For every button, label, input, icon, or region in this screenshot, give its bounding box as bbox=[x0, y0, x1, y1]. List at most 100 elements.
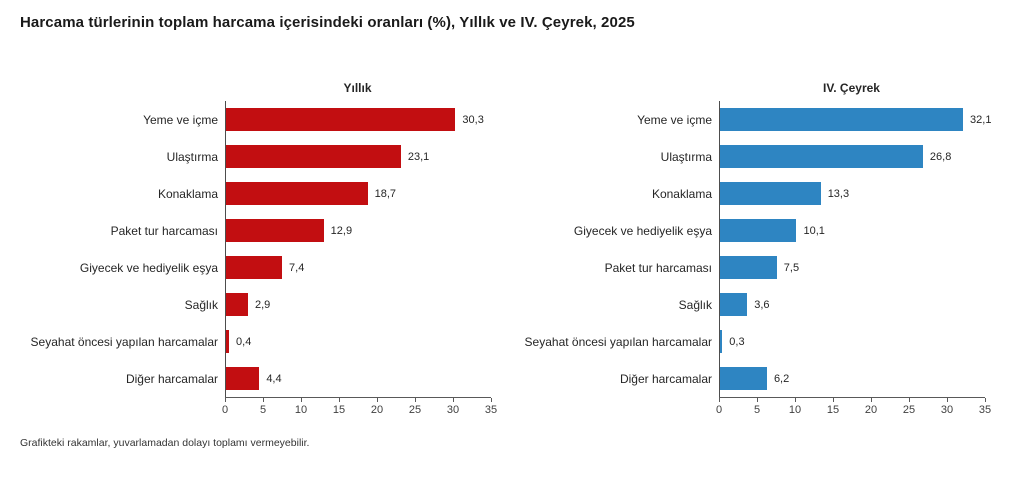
x-tick-label: 30 bbox=[940, 404, 954, 416]
bar-row: Diğer harcamalar 6,2 bbox=[519, 360, 985, 397]
bar bbox=[226, 293, 248, 316]
bar bbox=[720, 108, 964, 131]
bar-row: Sağlık 2,9 bbox=[25, 286, 491, 323]
bar-row: Seyahat öncesi yapılan harcamalar 0,4 bbox=[25, 323, 491, 360]
value-label: 18,7 bbox=[374, 187, 396, 200]
page-title: Harcama türlerinin toplam harcama içeris… bbox=[20, 14, 635, 31]
x-tick bbox=[225, 398, 226, 402]
bar-row: Yeme ve içme 30,3 bbox=[25, 101, 491, 138]
quarter-chart-title: IV. Çeyrek bbox=[823, 81, 880, 95]
x-tick-label: 20 bbox=[864, 404, 878, 416]
annual-chart: Yıllık Yeme ve içme 30,3 Ulaştırma 23,1 Kona… bbox=[25, 81, 498, 419]
bar-area: 26,8 bbox=[719, 138, 985, 175]
bar-row: Ulaştırma 26,8 bbox=[519, 138, 985, 175]
bar bbox=[720, 293, 748, 316]
bar-area: 4,4 bbox=[225, 360, 491, 397]
footnote: Grafikteki rakamlar, yuvarlamadan dolayı… bbox=[20, 437, 310, 449]
category-label: Diğer harcamalar bbox=[125, 371, 218, 386]
bar-row: Ulaştırma 23,1 bbox=[25, 138, 491, 175]
category-label: Yeme ve içme bbox=[143, 112, 218, 127]
category-label: Ulaştırma bbox=[166, 149, 218, 164]
bar-row: Paket tur harcaması 7,5 bbox=[519, 249, 985, 286]
bar-area: 13,3 bbox=[719, 175, 985, 212]
x-tick-label: 25 bbox=[902, 404, 916, 416]
value-label: 10,1 bbox=[803, 224, 825, 237]
x-tick bbox=[947, 398, 948, 402]
x-tick bbox=[719, 398, 720, 402]
x-tick-label: 15 bbox=[826, 404, 840, 416]
x-tick-label: 35 bbox=[978, 404, 992, 416]
bar bbox=[720, 330, 723, 353]
value-label: 12,9 bbox=[330, 224, 353, 237]
bar-area: 23,1 bbox=[225, 138, 491, 175]
bar bbox=[226, 108, 456, 131]
value-label: 0,4 bbox=[236, 335, 252, 348]
quarter-chart-x-axis: 0 5 10 15 20 25 30 35 bbox=[715, 397, 991, 419]
value-label: 4,4 bbox=[266, 372, 282, 385]
value-label: 2,9 bbox=[254, 298, 271, 311]
category-label: Paket tur harcaması bbox=[604, 260, 712, 275]
x-tick bbox=[377, 398, 378, 402]
page: Harcama türlerinin toplam harcama içeris… bbox=[0, 14, 1033, 449]
x-tick-label: 0 bbox=[715, 404, 723, 416]
bar-area: 18,7 bbox=[225, 175, 491, 212]
quarter-chart-rows: Yeme ve içme 32,1 Ulaştırma 26,8 Konaklama 13… bbox=[519, 101, 991, 397]
bar-row: Seyahat öncesi yapılan harcamalar 0,3 bbox=[519, 323, 985, 360]
bar-area: 0,3 bbox=[719, 323, 985, 360]
value-label: 13,3 bbox=[827, 187, 850, 200]
bar-area: 30,3 bbox=[225, 101, 491, 138]
x-tick bbox=[871, 398, 872, 402]
value-label: 26,8 bbox=[929, 150, 952, 163]
annual-chart-x-axis: 0 5 10 15 20 25 30 35 bbox=[222, 397, 497, 419]
category-label: Konaklama bbox=[651, 186, 712, 201]
bar bbox=[720, 182, 821, 205]
x-tick bbox=[909, 398, 910, 402]
x-tick-label: 25 bbox=[408, 404, 422, 416]
category-label: Ulaştırma bbox=[660, 149, 712, 164]
bar-row: Paket tur harcaması 12,9 bbox=[25, 212, 491, 249]
bar-area: 3,6 bbox=[719, 286, 985, 323]
bar-row: Giyecek ve hediyelik eşya 10,1 bbox=[519, 212, 985, 249]
value-label: 0,3 bbox=[729, 335, 745, 348]
x-tick bbox=[985, 398, 986, 402]
bar-area: 12,9 bbox=[225, 212, 491, 249]
bar bbox=[720, 219, 797, 242]
x-tick-label: 15 bbox=[332, 404, 346, 416]
bar-area: 10,1 bbox=[719, 212, 985, 249]
x-tick-label: 5 bbox=[753, 404, 761, 416]
x-tick-label: 20 bbox=[370, 404, 384, 416]
bar-row: Konaklama 13,3 bbox=[519, 175, 985, 212]
bar-area: 0,4 bbox=[225, 323, 491, 360]
bar bbox=[226, 182, 368, 205]
x-tick-label: 10 bbox=[788, 404, 802, 416]
category-label: Sağlık bbox=[184, 297, 218, 312]
x-tick bbox=[415, 398, 416, 402]
bar-row: Giyecek ve hediyelik eşya 7,4 bbox=[25, 249, 491, 286]
bar-area: 32,1 bbox=[719, 101, 991, 138]
bar-row: Diğer harcamalar 4,4 bbox=[25, 360, 491, 397]
category-label: Seyahat öncesi yapılan harcamalar bbox=[524, 334, 712, 349]
x-tick bbox=[833, 398, 834, 402]
category-label: Seyahat öncesi yapılan harcamalar bbox=[30, 334, 218, 349]
category-label: Yeme ve içme bbox=[637, 112, 712, 127]
bar-row: Konaklama 18,7 bbox=[25, 175, 491, 212]
bar-area: 6,2 bbox=[719, 360, 985, 397]
quarter-chart: IV. Çeyrek Yeme ve içme 32,1 Ulaştırma 26,8… bbox=[519, 81, 992, 419]
annual-chart-rows: Yeme ve içme 30,3 Ulaştırma 23,1 Konaklama 18… bbox=[25, 101, 491, 397]
bar-row: Sağlık 3,6 bbox=[519, 286, 985, 323]
bar-area: 7,5 bbox=[719, 249, 985, 286]
x-tick bbox=[453, 398, 454, 402]
x-tick bbox=[339, 398, 340, 402]
x-tick-label: 35 bbox=[484, 404, 498, 416]
x-tick bbox=[491, 398, 492, 402]
category-label: Diğer harcamalar bbox=[619, 371, 712, 386]
bar bbox=[226, 219, 324, 242]
x-tick-label: 10 bbox=[294, 404, 308, 416]
charts-container: Yıllık Yeme ve içme 30,3 Ulaştırma 23,1 Kona… bbox=[0, 81, 1033, 419]
bar bbox=[226, 145, 401, 168]
bar bbox=[226, 367, 260, 390]
value-label: 7,4 bbox=[289, 261, 305, 274]
value-label: 30,3 bbox=[462, 113, 484, 126]
category-label: Giyecek ve hediyelik eşya bbox=[79, 260, 218, 275]
x-tick bbox=[795, 398, 796, 402]
